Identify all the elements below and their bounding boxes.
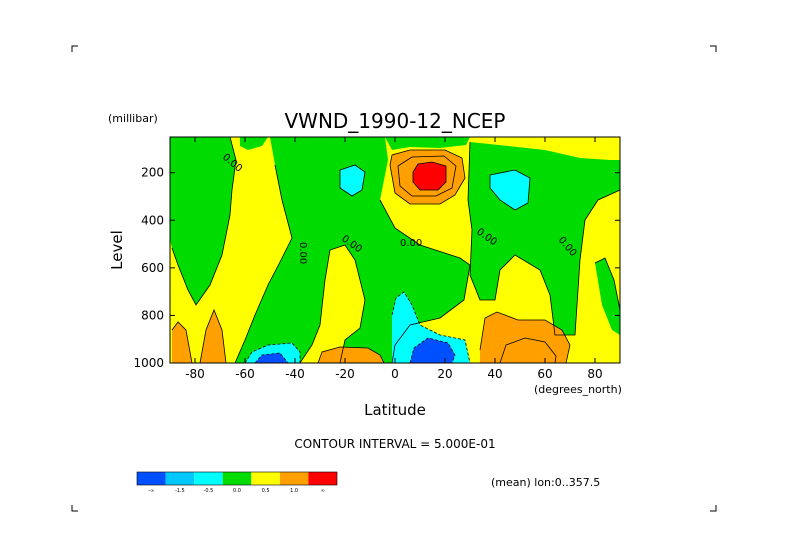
x-tick-label: -60: [235, 367, 255, 381]
y-tick-label: 600: [141, 261, 164, 275]
region-red-jet: [413, 162, 446, 190]
colorbar-label: -∞: [148, 488, 154, 494]
colorbar-swatch: [308, 472, 337, 485]
region-green-east-strip: [595, 258, 620, 335]
x-tick-label: 0: [391, 367, 399, 381]
zero-label-2: 0.00: [297, 242, 308, 264]
zero-label-4: 0.00: [400, 238, 422, 249]
region-blue-surface-south: [255, 353, 288, 363]
y-tick-label: 200: [141, 166, 164, 180]
colorbar-swatch: [194, 472, 223, 485]
region-orange-surface-west: [172, 322, 192, 363]
colorbar-label: 1.0: [290, 488, 298, 494]
colorbar-swatch: [137, 472, 166, 485]
x-tick-label: 80: [587, 367, 602, 381]
colorbar-label: 0.5: [262, 488, 270, 494]
y-tick-label: 400: [141, 213, 164, 227]
negative-contour-lines: [244, 291, 471, 363]
contour-interval-text: CONTOUR INTERVAL = 5.000E-01: [294, 437, 495, 451]
colorbar-label: 0.0: [233, 488, 241, 494]
colorbar-frame: [136, 471, 338, 486]
region-green-southwest-top: [240, 137, 268, 150]
x-tick-label: 20: [437, 367, 452, 381]
colorbar-swatch: [222, 472, 252, 485]
x-tick-label: -80: [185, 367, 205, 381]
y-units: (millibar): [108, 112, 158, 125]
corner-marks: [71, 45, 717, 512]
x-tick-label: 60: [537, 367, 552, 381]
chart-title: VWND_1990-12_NCEP: [284, 109, 505, 133]
x-axis: -80 -60 -40 -20 0 20 40 60 80: [185, 137, 603, 381]
average-text: (mean) lon:0..357.5: [491, 476, 600, 489]
colorbar-label: -0.5: [204, 488, 214, 494]
y-tick-label: 800: [141, 308, 164, 322]
colorbar-label: -1.5: [175, 488, 185, 494]
x-units: (degrees_north): [534, 383, 622, 396]
region-orange-surface-north: [480, 312, 570, 363]
x-tick-label: 40: [487, 367, 502, 381]
contour-field: 0.00 0.00 0.00 0.00 0.00 0.00: [170, 137, 620, 363]
colorbar-label: ∞: [321, 488, 325, 494]
region-orange-surface-west2: [200, 310, 226, 363]
y-axis: 200 400 600 800 1000: [133, 166, 620, 370]
region-orange-surface-mid: [318, 347, 384, 363]
y-tick-label: 1000: [133, 356, 164, 370]
colorbar-swatch: [165, 472, 195, 485]
colorbar-swatch: [251, 472, 280, 485]
region-cyan-surface-south: [245, 343, 300, 363]
x-axis-label: Latitude: [364, 401, 426, 419]
colorbar-swatch: [279, 472, 309, 485]
region-green-west: [170, 137, 236, 305]
region-cyan-south: [340, 165, 365, 196]
region-green-top-center: [385, 137, 470, 150]
y-axis-label: Level: [108, 230, 126, 270]
x-tick-label: -40: [285, 367, 305, 381]
region-cyan-surface-center: [392, 292, 470, 363]
x-tick-label: -20: [335, 367, 355, 381]
region-blue-surface-center: [410, 338, 455, 363]
colorbar: -∞ -1.5 -0.5 0.0 0.5 1.0 ∞: [136, 471, 338, 494]
contour-lines: [171, 137, 620, 363]
